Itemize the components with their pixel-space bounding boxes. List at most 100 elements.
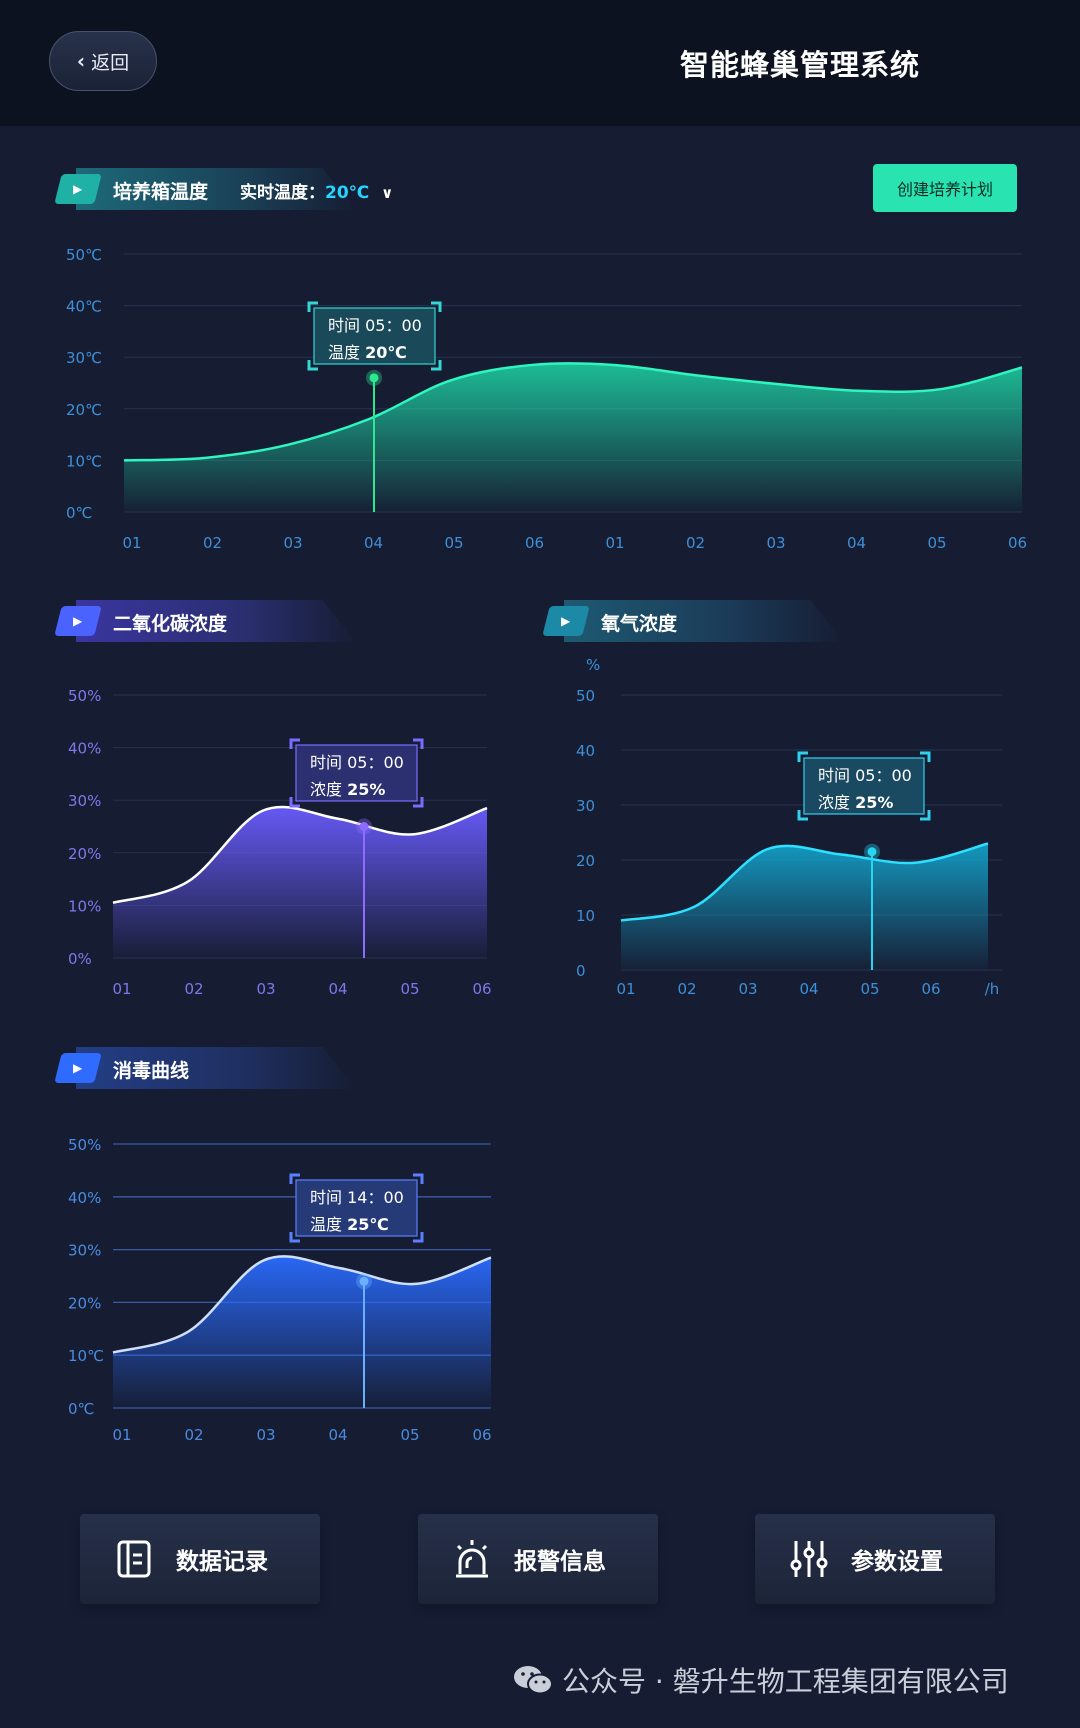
x-tick-label: 04 <box>328 980 347 998</box>
back-label: 返回 <box>91 51 130 74</box>
y-tick-label: 50℃ <box>66 246 102 264</box>
x-tick-label: 05 <box>927 534 946 552</box>
tooltip-label: 温度 20℃ <box>328 343 407 362</box>
x-tick-label: 04 <box>364 534 383 552</box>
data-record-button[interactable]: 数据记录 <box>80 1514 320 1604</box>
x-tick-label: 03 <box>256 1426 275 1444</box>
y-tick-label: 30% <box>68 792 101 810</box>
alarm-info-button[interactable]: 报警信息 <box>418 1514 658 1604</box>
y-tick-label: 20% <box>68 1294 101 1312</box>
x-tick-label: 06 <box>1008 534 1027 552</box>
x-tick-label: 06 <box>525 534 544 552</box>
x-tick-label: 04 <box>799 980 818 998</box>
x-tick-label: 04 <box>847 534 866 552</box>
play-icon: ▶ <box>54 174 102 204</box>
y-tick-label: 20% <box>68 845 101 863</box>
y-tick-label: 40% <box>68 1189 101 1207</box>
y-tick-label: 50% <box>68 1136 101 1154</box>
tooltip-value: 25℃ <box>347 1215 389 1234</box>
highlight-point[interactable] <box>369 373 379 383</box>
y-tick-label: 0℃ <box>68 1400 94 1418</box>
play-icon: ▶ <box>542 606 590 636</box>
y-tick-label: 10 <box>576 907 595 925</box>
highlight-point[interactable] <box>867 847 877 857</box>
x-tick-label: 06 <box>921 980 940 998</box>
realtime-value: 20℃ <box>325 183 370 203</box>
highlight-point[interactable] <box>359 822 369 831</box>
y-tick-label: 0% <box>68 950 92 968</box>
oxygen-chart: 0 10 20 30 40 50% 01 02 03 04 05 06/h 时间 05：00 浓度 25% <box>576 656 1002 998</box>
x-tick-label: 03 <box>738 980 757 998</box>
parameter-settings-label: 参数设置 <box>851 1549 943 1575</box>
y-tick-label: 20℃ <box>66 401 102 419</box>
tooltip-label: 浓度 25% <box>818 793 893 812</box>
disinfect-title: 消毒曲线 <box>113 1060 190 1082</box>
top-bar: ‹ 返回 智能蜂巢管理系统 <box>0 0 1080 126</box>
tooltip-value: 25% <box>347 780 385 799</box>
play-icon: ▶ <box>54 606 102 636</box>
disinfect-section-header: ▶ 消毒曲线 <box>54 1047 378 1089</box>
app-title: 智能蜂巢管理系统 <box>680 48 921 82</box>
y-tick-label: 50% <box>68 687 101 705</box>
y-tick-label: 40 <box>576 742 595 760</box>
disinfect-chart: 0℃ 10℃ 20% 30% 40% 50% 01 02 03 04 05 06 时间 14：00 温度 … <box>68 1136 492 1444</box>
temperature-chart: 0℃ 10℃ 20℃ 30℃ 40℃ 50℃ 01 02 03 04 05 06 01 02 03 04 05 0… <box>66 246 1027 552</box>
play-icon: ▶ <box>54 1053 102 1083</box>
series-line <box>123 362 1023 462</box>
create-culture-plan-button[interactable]: 创建培养计划 <box>873 164 1017 212</box>
co2-title: 二氧化碳浓度 <box>113 613 228 635</box>
document-icon <box>102 1539 166 1579</box>
x-tick-label: 06 <box>472 980 491 998</box>
series-area <box>621 843 988 970</box>
x-tick-label: 01 <box>616 980 635 998</box>
watermark: 公众号 · 磐升生物工程集团有限公司 <box>512 1660 1009 1700</box>
co2-chart: 0% 10% 20% 30% 40% 50% 01 02 03 04 05 06 时间 05：00 浓度 … <box>68 687 492 998</box>
tooltip: 时间 05：00 浓度 25% <box>797 751 931 821</box>
tooltip: 时间 05：00 浓度 25% <box>289 738 424 808</box>
back-button[interactable]: ‹ 返回 <box>49 31 157 91</box>
x-tick-label: 05 <box>860 980 879 998</box>
y-tick-label: 30 <box>576 797 595 815</box>
tooltip-value: 25% <box>855 793 893 812</box>
tooltip-label: 浓度 25% <box>310 780 385 799</box>
parameter-settings-button[interactable]: 参数设置 <box>755 1514 995 1604</box>
watermark-text: 公众号 · 磐升生物工程集团有限公司 <box>562 1665 1009 1698</box>
y-tick-label: 30℃ <box>66 349 102 367</box>
series-line <box>112 805 488 904</box>
tooltip-value: 20℃ <box>365 343 407 362</box>
x-tick-label: 04 <box>328 1426 347 1444</box>
tooltip-time: 时间 05：00 <box>328 316 422 335</box>
tooltip: 时间 14：00 温度 25℃ <box>289 1173 424 1243</box>
x-tick-label: 01 <box>112 1426 131 1444</box>
x-tick-label: 05 <box>400 1426 419 1444</box>
oxygen-title: 氧气浓度 <box>601 613 678 635</box>
series-area <box>113 1256 491 1408</box>
tooltip-time: 时间 05：00 <box>818 766 912 785</box>
x-tick-label: 01 <box>605 534 624 552</box>
tooltip-time: 时间 14：00 <box>310 1188 404 1207</box>
x-tick-label: 01 <box>112 980 131 998</box>
chevron-left-icon: ‹ <box>76 49 86 73</box>
sliders-icon <box>777 1539 841 1579</box>
y-tick-label: 10℃ <box>68 1347 104 1365</box>
x-tick-label: /h <box>985 980 1000 998</box>
x-tick-label: 03 <box>256 980 275 998</box>
y-tick-label: 10% <box>68 897 101 915</box>
x-tick-label: 05 <box>400 980 419 998</box>
y-tick-label: 40℃ <box>66 298 102 316</box>
chevron-down-icon: ∨ <box>381 184 394 202</box>
y-tick-label: 0℃ <box>66 504 92 522</box>
alarm-info-label: 报警信息 <box>514 1549 606 1575</box>
realtime-label: 实时温度： <box>240 183 325 203</box>
series-area <box>113 806 487 958</box>
y-unit-label: % <box>586 656 600 674</box>
series-line <box>112 1255 492 1354</box>
y-tick-label: 50 <box>576 687 595 705</box>
x-tick-label: 01 <box>122 534 141 552</box>
highlight-point[interactable] <box>359 1276 369 1286</box>
y-tick-label: 40% <box>68 740 101 758</box>
wechat-icon <box>514 1666 553 1695</box>
realtime-temperature-dropdown[interactable]: 实时温度：20℃ ∨ <box>240 178 393 203</box>
co2-section-header: ▶ 二氧化碳浓度 <box>54 600 378 642</box>
temperature-title: 培养箱温度 <box>113 181 209 203</box>
